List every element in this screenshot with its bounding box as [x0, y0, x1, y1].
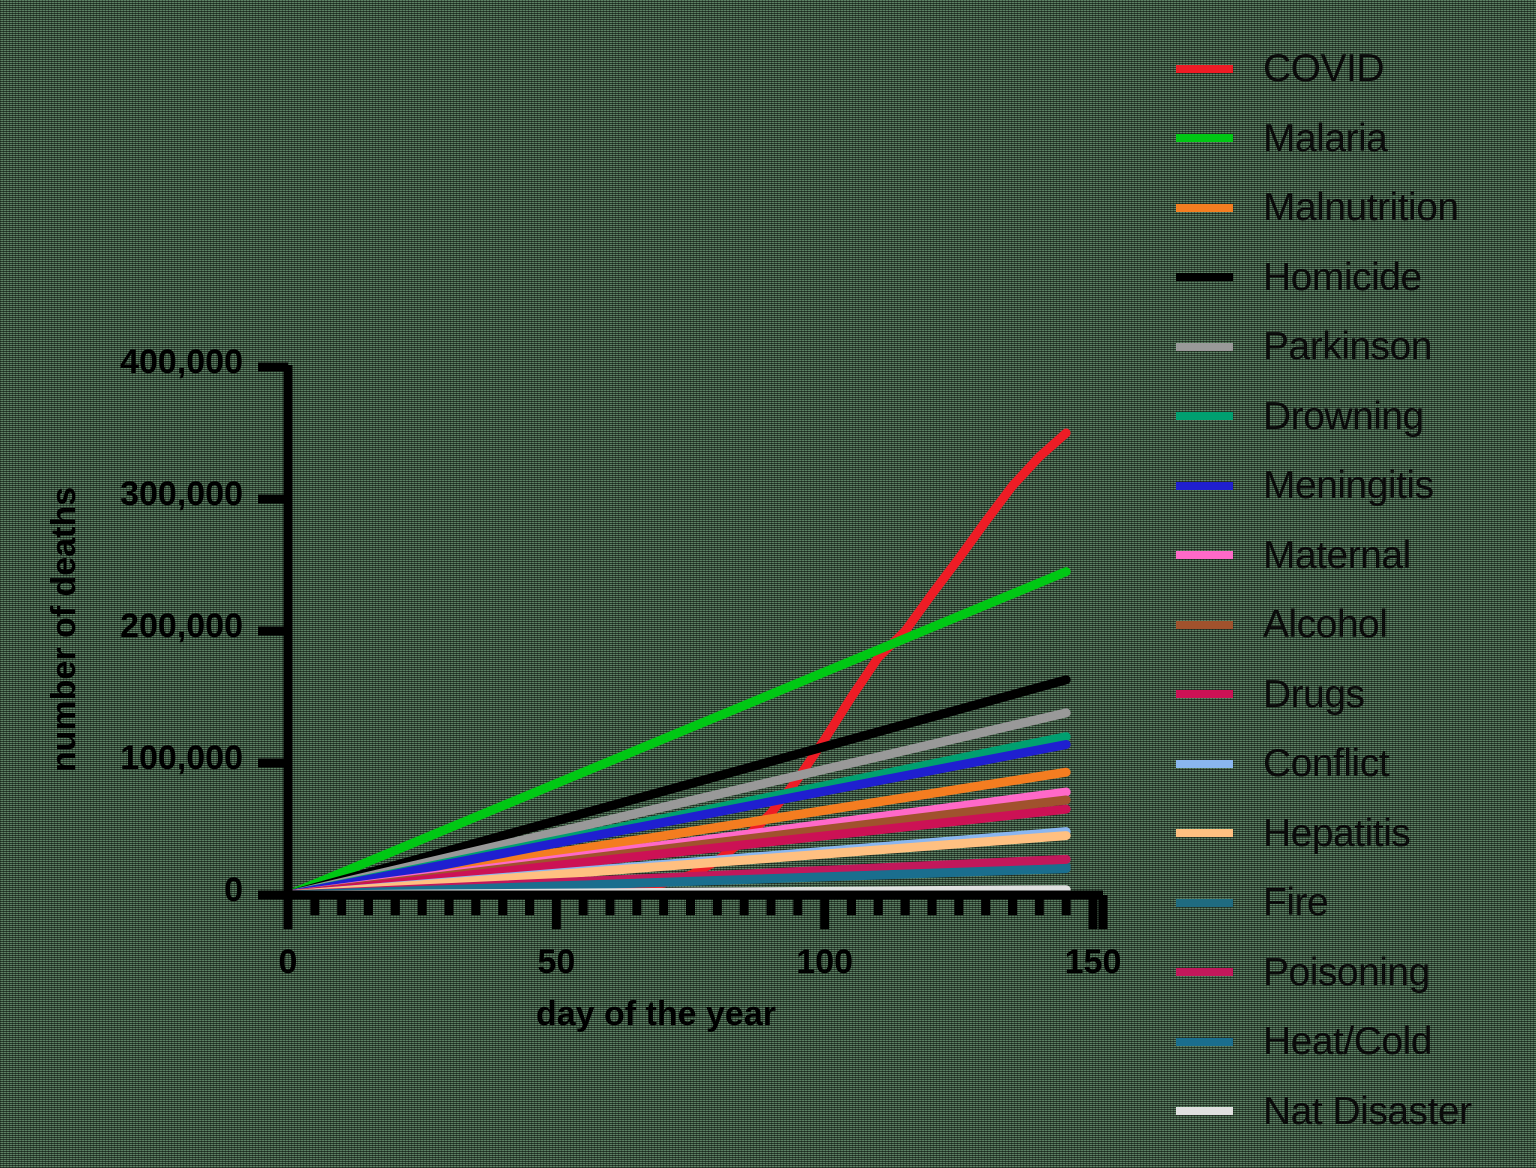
- legend-swatch-icon: [1176, 620, 1233, 629]
- legend-item-label: Alcohol: [1263, 603, 1388, 647]
- legend-item-label: Fire: [1263, 881, 1329, 925]
- legend-item-homicide[interactable]: Homicide: [1176, 243, 1532, 313]
- legend-item-label: Nat Disaster: [1263, 1089, 1472, 1133]
- series-layer: [283, 428, 1071, 900]
- legend-swatch-icon: [1176, 134, 1233, 143]
- series-line-homicide: [283, 675, 1071, 900]
- legend-item-label: Malaria: [1263, 116, 1388, 160]
- series-line-meningitis: [283, 740, 1071, 900]
- legend-swatch-icon: [1176, 342, 1233, 351]
- y-tick-label: 400,000: [120, 343, 243, 381]
- legend-swatch-icon: [1176, 690, 1233, 699]
- legend-item-parkinson[interactable]: Parkinson: [1176, 312, 1532, 382]
- legend-swatch-icon: [1176, 898, 1233, 907]
- legend-swatch-icon: [1176, 551, 1233, 560]
- legend-item-nat-disaster[interactable]: Nat Disaster: [1176, 1077, 1532, 1147]
- legend-item-label: Meningitis: [1263, 464, 1434, 508]
- legend-item-label: Hepatitis: [1263, 811, 1411, 855]
- legend-swatch-icon: [1176, 968, 1233, 977]
- legend-item-conflict[interactable]: Conflict: [1176, 729, 1532, 799]
- legend-swatch-icon: [1176, 481, 1233, 490]
- legend-item-meningitis[interactable]: Meningitis: [1176, 451, 1532, 521]
- legend-item-label: Conflict: [1263, 742, 1390, 786]
- x-tick-label: 100: [796, 943, 854, 981]
- y-tick-label: 200,000: [120, 607, 243, 645]
- legend-swatch-icon: [1176, 273, 1233, 282]
- legend-item-drugs[interactable]: Drugs: [1176, 660, 1532, 730]
- legend-item-malnutrition[interactable]: Malnutrition: [1176, 173, 1532, 243]
- legend-item-hepatitis[interactable]: Hepatitis: [1176, 799, 1532, 869]
- legend-item-drowning[interactable]: Drowning: [1176, 382, 1532, 452]
- legend-item-label: Drowning: [1263, 394, 1424, 438]
- y-tick-label: 0: [224, 871, 243, 909]
- legend-swatch-icon: [1176, 203, 1233, 212]
- x-tick-label: 50: [537, 943, 576, 981]
- legend-item-malaria[interactable]: Malaria: [1176, 104, 1532, 174]
- legend-swatch-icon: [1176, 1037, 1233, 1046]
- legend-item-label: Malnutrition: [1263, 186, 1459, 230]
- legend-item-fire[interactable]: Fire: [1176, 868, 1532, 938]
- legend-item-label: COVID: [1263, 47, 1385, 91]
- chart-legend: COVID Malaria Malnutrition Homicide Parkinso…: [1176, 34, 1532, 1146]
- legend-swatch-icon: [1176, 829, 1233, 838]
- x-tick-label: 150: [1064, 943, 1122, 981]
- legend-item-label: Drugs: [1263, 672, 1365, 716]
- y-tick-label: 100,000: [120, 739, 243, 777]
- legend-item-covid[interactable]: COVID: [1176, 34, 1532, 104]
- legend-swatch-icon: [1176, 64, 1233, 73]
- legend-swatch-icon: [1176, 759, 1233, 768]
- series-line-malaria: [283, 567, 1071, 900]
- legend-item-poisoning[interactable]: Poisoning: [1176, 938, 1532, 1008]
- y-tick-label: 300,000: [120, 475, 243, 513]
- legend-swatch-icon: [1176, 412, 1233, 421]
- legend-item-label: Maternal: [1263, 533, 1411, 577]
- legend-item-alcohol[interactable]: Alcohol: [1176, 590, 1532, 660]
- x-axis-title: day of the year: [536, 995, 776, 1033]
- legend-item-heat-cold[interactable]: Heat/Cold: [1176, 1007, 1532, 1077]
- axis-layer: [258, 362, 1108, 929]
- legend-item-label: Poisoning: [1263, 950, 1430, 994]
- legend-swatch-icon: [1176, 1107, 1233, 1116]
- legend-item-label: Parkinson: [1263, 325, 1432, 369]
- legend-item-label: Homicide: [1263, 255, 1422, 299]
- x-tick-label: 0: [278, 943, 298, 981]
- legend-item-label: Heat/Cold: [1263, 1020, 1432, 1064]
- legend-item-maternal[interactable]: Maternal: [1176, 521, 1532, 591]
